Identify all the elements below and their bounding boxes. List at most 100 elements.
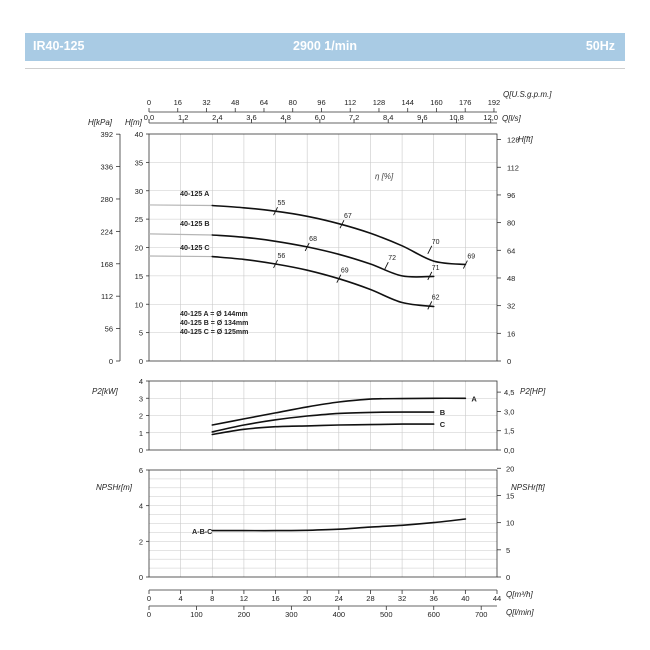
axis-kpa-label: 168: [100, 260, 113, 269]
top-axis-gpm-label: 96: [317, 98, 325, 107]
top-axis-gpm-title: Q[U.S.g.p.m.]: [503, 90, 552, 99]
axis-ft-label: 112: [507, 163, 519, 172]
axis-ft-label: 0: [507, 357, 511, 366]
top-axis-gpm-label: 160: [430, 98, 443, 107]
top-axis-ls-label: 3,6: [246, 113, 256, 122]
power-curve-label: B: [440, 408, 446, 417]
axis-hm-label: 30: [135, 187, 143, 196]
axis-hm-label: 5: [139, 329, 143, 338]
efficiency-mark-label: 56: [278, 253, 286, 260]
top-axis-gpm-label: 64: [260, 98, 268, 107]
power-curve: [211, 423, 435, 436]
axis-kpa-label: 336: [100, 163, 113, 172]
efficiency-mark: [427, 301, 433, 310]
impeller-note: 40-125 B = Ø 134mm: [180, 320, 248, 327]
efficiency-mark: [336, 274, 342, 283]
axis-npsh-m-label: 0: [139, 573, 143, 582]
bottom-axis-lmin-title: Q[l/min]: [506, 608, 534, 617]
top-axis-ls-label: 4,8: [280, 113, 290, 122]
impeller-note: 40-125 A = Ø 144mm: [180, 311, 248, 318]
axis-p2kw-label: 2: [139, 412, 143, 421]
axis-p2hp-title: P2[HP]: [520, 387, 546, 396]
axis-npsh-ft-label: 10: [506, 519, 514, 528]
axis-ft-label: 16: [507, 329, 515, 338]
axis-npsh-ft-label: 20: [506, 464, 514, 473]
axis-ft-label: 96: [507, 191, 515, 200]
top-axis-ls-label: 10,8: [449, 113, 464, 122]
top-axis-gpm-label: 128: [373, 98, 386, 107]
axis-p2hp-label: 0,0: [504, 446, 514, 455]
bottom-axis-m3h-label: 20: [303, 594, 311, 603]
bottom-axis-m3h-label: 16: [271, 594, 279, 603]
axis-kpa-label: 280: [100, 195, 113, 204]
bottom-axis-m3h-label: 40: [461, 594, 469, 603]
top-axis-gpm-label: 80: [289, 98, 297, 107]
axis-kpa-label: 112: [101, 292, 113, 301]
head-curve: [211, 234, 435, 278]
efficiency-mark: [273, 206, 278, 216]
top-axis-gpm-label: 192: [488, 98, 501, 107]
axis-npsh-ft-title: NPSHr[ft]: [511, 483, 546, 492]
efficiency-label: η [%]: [375, 172, 394, 181]
bottom-axis-lmin-label: 100: [190, 610, 203, 619]
efficiency-mark: [427, 271, 433, 281]
bottom-axis-m3h-label: 12: [240, 594, 248, 603]
header-divider: [25, 68, 625, 69]
efficiency-mark-label: 55: [278, 200, 286, 207]
axis-kpa-label: 0: [109, 357, 113, 366]
frequency-label: 50Hz: [585, 39, 615, 53]
axis-p2kw-label: 4: [139, 377, 143, 386]
bottom-axis-m3h-label: 28: [366, 594, 374, 603]
efficiency-mark: [427, 245, 433, 254]
efficiency-mark-label: 70: [432, 239, 440, 246]
top-axis-ls-label: 9,6: [417, 113, 427, 122]
efficiency-mark: [339, 220, 345, 229]
bottom-axis-m3h-label: 24: [335, 594, 343, 603]
bottom-axis-lmin-label: 200: [238, 610, 251, 619]
panel-frame: [148, 469, 498, 578]
axis-kpa-title: H[kPa]: [88, 118, 113, 127]
efficiency-mark-label: 69: [341, 268, 349, 275]
head-curve-label: 40-125 A: [180, 189, 209, 198]
axis-npsh-ft-label: 0: [506, 573, 510, 582]
axis-hm-label: 35: [135, 158, 143, 167]
head-curve-label: 40-125 B: [180, 219, 210, 228]
axis-npsh-m-label: 6: [139, 466, 143, 475]
power-curve-label: C: [440, 420, 446, 429]
head-curve-leadin: [148, 255, 213, 258]
axis-npsh-m-title: NPSHr[m]: [96, 483, 133, 492]
axis-p2hp-label: 4,5: [504, 388, 514, 397]
top-axis-ls-label: 12,0: [483, 113, 498, 122]
axis-p2kw-label: 3: [139, 394, 143, 403]
axis-hm-label: 15: [135, 272, 143, 281]
bottom-axis-lmin-label: 700: [475, 610, 488, 619]
bottom-axis-m3h-label: 0: [147, 594, 151, 603]
axis-npsh-ft-label: 5: [506, 546, 510, 555]
axis-p2hp-label: 1,5: [504, 427, 514, 436]
bottom-axis-m3h-label: 8: [210, 594, 214, 603]
axis-ft-label: 32: [507, 302, 515, 311]
power-curve: [211, 397, 467, 426]
title-bar: IR40-125 2900 1/min 50Hz: [25, 33, 625, 61]
impeller-note: 40-125 C = Ø 125mm: [180, 329, 248, 336]
bottom-axis-m3h-label: 4: [179, 594, 183, 603]
efficiency-mark: [383, 262, 389, 271]
axis-npsh-ft-label: 15: [506, 491, 514, 500]
top-axis-gpm-label: 176: [459, 98, 472, 107]
efficiency-mark: [462, 260, 468, 269]
top-axis-ls-label: 2,4: [212, 113, 222, 122]
bottom-axis-m3h-label: 36: [430, 594, 438, 603]
axis-ft-label: 64: [507, 246, 515, 255]
top-axis-ls-title: Q[l/s]: [502, 114, 521, 123]
axis-hm-title: H[m]: [125, 118, 143, 127]
bottom-axis-m3h-label: 44: [493, 594, 501, 603]
axis-ft-label: 80: [507, 219, 515, 228]
axis-hm-label: 10: [135, 300, 143, 309]
axis-npsh-m-label: 2: [139, 537, 143, 546]
bottom-axis-lmin-label: 300: [285, 610, 298, 619]
top-axis-ls-label: 7,2: [349, 113, 359, 122]
top-axis-gpm-label: 0: [147, 98, 151, 107]
efficiency-mark-label: 67: [344, 213, 352, 220]
axis-p2hp-label: 3,0: [504, 407, 514, 416]
